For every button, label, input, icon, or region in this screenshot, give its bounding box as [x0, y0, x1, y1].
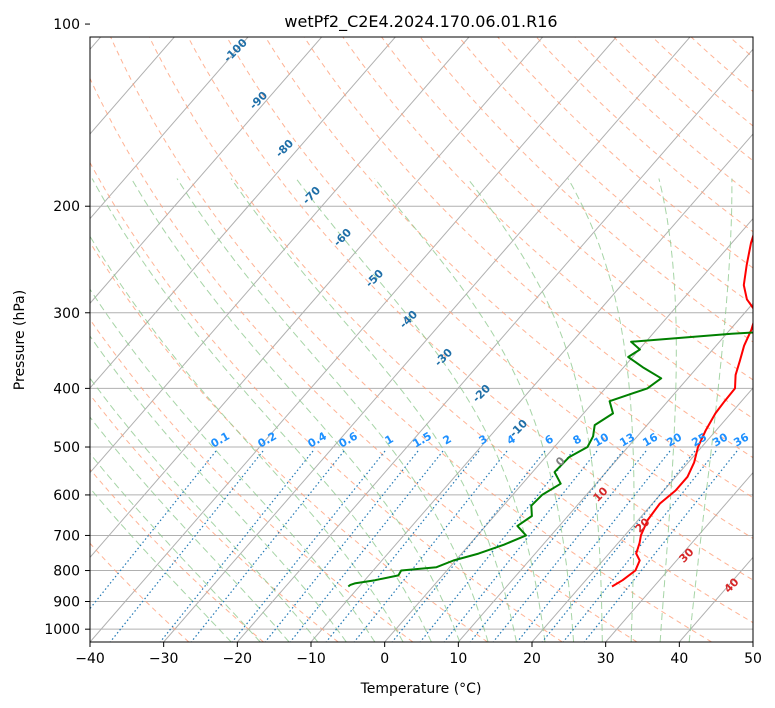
dry-adiabat-line — [342, 37, 753, 420]
x-tick-label: 20 — [523, 651, 541, 667]
dry-adiabat-line — [264, 37, 753, 499]
axis-layer: −40 −30 −20 −10 0 10 20 30 40 50 100 200 300 400 500 60… — [44, 17, 762, 667]
isotherm-line — [163, 37, 691, 642]
y-tick-label: 700 — [53, 528, 80, 544]
dry-adiabat-line — [187, 37, 753, 581]
moist-adiabat-line — [91, 178, 432, 642]
moist-adiabat-line — [567, 178, 635, 642]
isotherm-line — [90, 37, 618, 642]
y-tick-label: 500 — [53, 440, 80, 456]
isotherm-line — [90, 37, 323, 305]
moist-adiabat-line — [90, 416, 290, 642]
mixing-ratio-line — [516, 450, 671, 642]
moist-adiabat-line — [90, 377, 319, 642]
dry-adiabat-line — [110, 37, 712, 642]
x-tick-label: 40 — [670, 651, 688, 667]
y-tick-label: 100 — [53, 17, 80, 33]
dry-adiabat-line — [90, 241, 488, 642]
moist-adiabat-line — [90, 452, 261, 642]
y-tick-label: 900 — [53, 594, 80, 610]
isotherm-line — [605, 471, 753, 642]
y-tick-label: 300 — [53, 306, 80, 322]
mixing-ratio-line — [541, 450, 696, 642]
x-tick-label: −30 — [149, 651, 179, 667]
moist-adiabat-line — [230, 178, 517, 642]
x-axis-title: Temperature (°C) — [360, 681, 482, 697]
isotherm-line — [457, 302, 753, 642]
dry-adiabat-line — [90, 161, 563, 642]
mixing-ratio-line — [419, 450, 574, 642]
isotherm-line — [310, 133, 753, 642]
x-tick-label: −10 — [296, 651, 326, 667]
isotherm-line — [531, 387, 753, 642]
moist-adiabat-line — [90, 487, 232, 642]
mixing-ratio-line — [159, 450, 314, 642]
moist-adiabat-line — [374, 178, 575, 642]
moist-adiabat-line — [130, 178, 461, 642]
moist-adiabat-line — [467, 178, 603, 642]
temperature-profile-line — [611, 233, 753, 588]
mixing-ratio-line — [90, 450, 217, 610]
mixing-ratio-line — [289, 450, 444, 642]
mixing-ratio-line — [353, 450, 508, 642]
moist-adiabat-line — [90, 335, 347, 642]
dewpoint-profile-line — [347, 331, 753, 588]
isotherm-line — [90, 37, 470, 474]
dry-adiabat-line — [226, 37, 753, 539]
moist-adiabat-line — [295, 178, 546, 642]
dry-adiabat-line — [90, 393, 339, 642]
mixing-ratio-line — [264, 450, 419, 642]
isotherm-line — [90, 37, 249, 220]
y-axis-title: Pressure (hPa) — [12, 290, 28, 390]
dry-adiabat-line — [148, 37, 753, 624]
grid-layer — [90, 37, 753, 642]
y-tick-label: 1000 — [44, 622, 80, 638]
mixing-ratio-line — [583, 450, 738, 642]
plot-frame — [89, 36, 754, 643]
y-tick-label: 600 — [53, 488, 80, 504]
y-tick-label: 800 — [53, 564, 80, 580]
mixing-ratio-line — [492, 450, 647, 642]
mixing-ratio-line — [562, 450, 717, 642]
y-tick-label: 400 — [53, 381, 80, 397]
isotherm-line — [90, 37, 544, 559]
x-tick-label: 10 — [449, 651, 467, 667]
dry-adiabat-line — [303, 37, 753, 459]
isotherm-line — [236, 48, 753, 642]
x-tick-label: −40 — [75, 651, 105, 667]
moist-adiabat-line — [90, 288, 376, 642]
moist-adiabat-line — [176, 178, 489, 642]
x-tick-label: 0 — [380, 651, 389, 667]
x-tick-label: 50 — [744, 651, 762, 667]
series-layer — [347, 233, 753, 588]
x-tick-label: 30 — [597, 651, 615, 667]
x-tick-label: −20 — [223, 651, 253, 667]
mixing-ratio-line — [231, 450, 386, 642]
y-tick-label: 200 — [53, 199, 80, 215]
moist-adiabat-line — [658, 178, 677, 642]
moist-adiabat-line — [90, 235, 404, 642]
chart-title: wetPf2_C2E4.2024.170.06.01.R16 — [284, 12, 557, 32]
isotherm-line — [90, 37, 176, 135]
dry-adiabat-line — [419, 37, 753, 343]
mixing-ratio-line — [325, 450, 480, 642]
isotherm-line — [90, 37, 397, 389]
mixing-ratio-line — [469, 450, 624, 642]
mixing-ratio-line — [109, 450, 264, 642]
mixing-ratio-line — [443, 450, 598, 642]
mixing-ratio-line — [190, 450, 345, 642]
mixing-ratio-line — [391, 450, 546, 642]
